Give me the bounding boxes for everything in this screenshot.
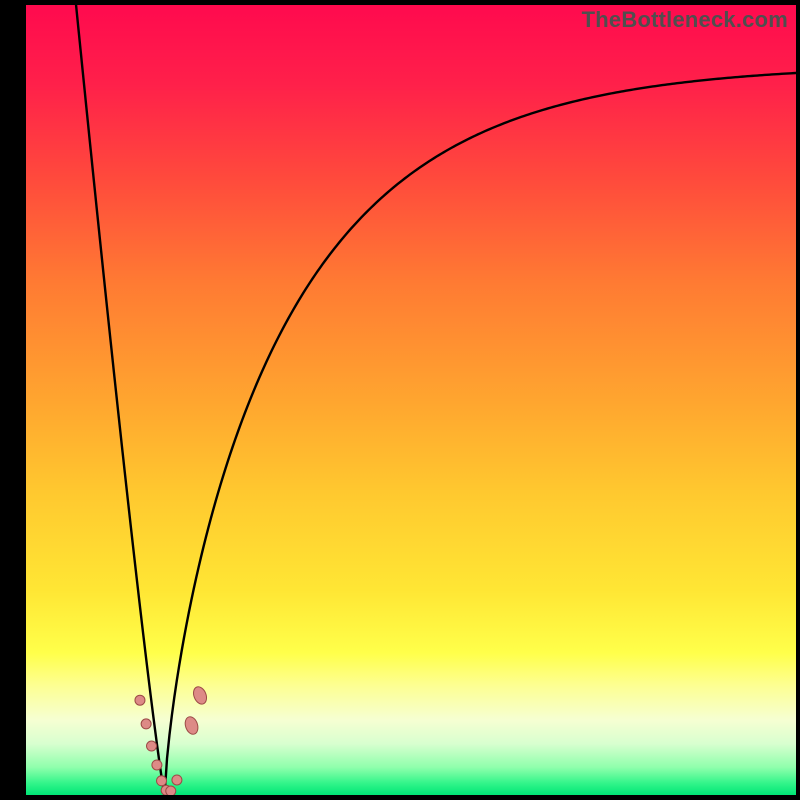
curve-dot bbox=[152, 760, 162, 770]
curve-dot bbox=[166, 786, 176, 795]
gradient-background bbox=[26, 5, 796, 795]
curve-dot bbox=[147, 741, 157, 751]
plot-area: TheBottleneck.com bbox=[26, 5, 796, 795]
curve-dot bbox=[157, 776, 167, 786]
curve-dot bbox=[135, 695, 145, 705]
curve-dot bbox=[141, 719, 151, 729]
plot-svg bbox=[26, 5, 796, 795]
watermark-text: TheBottleneck.com bbox=[582, 7, 788, 33]
chart-frame: TheBottleneck.com bbox=[0, 0, 800, 800]
curve-dot bbox=[172, 775, 182, 785]
